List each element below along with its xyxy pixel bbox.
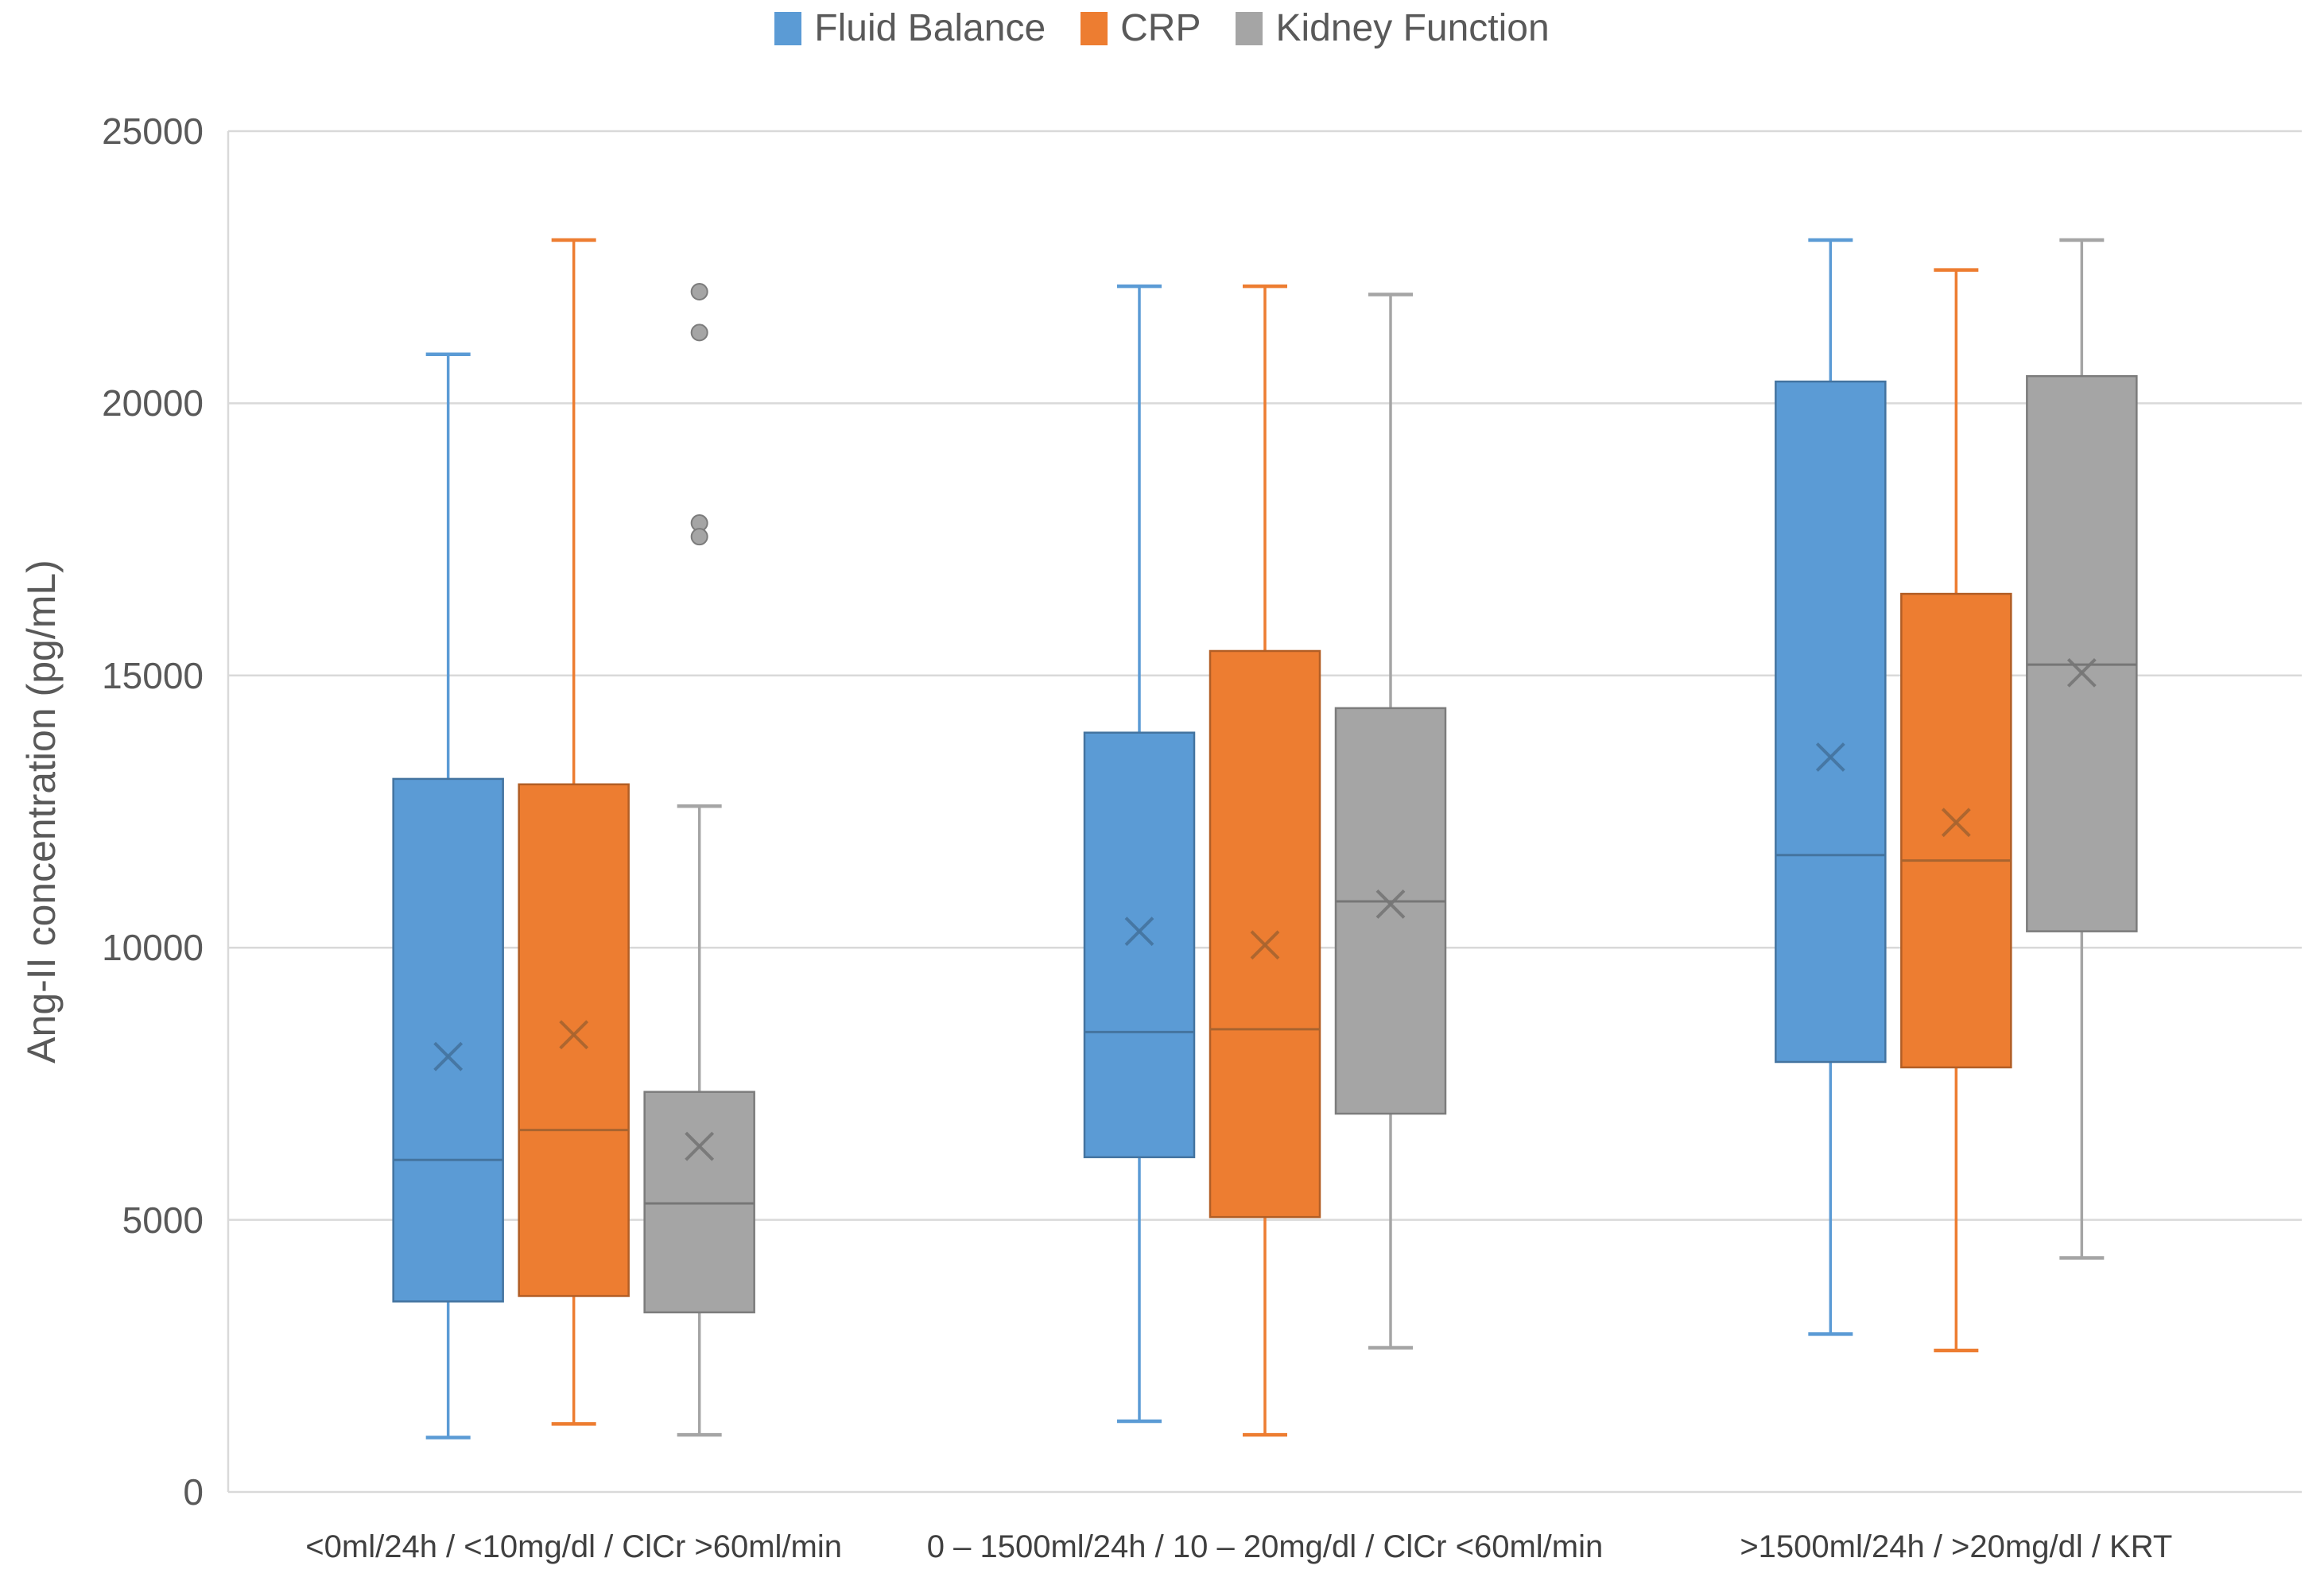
box-kidney-function-group-2 [1334,707,1447,1115]
box-crp-group-1 [518,783,630,1297]
legend-label-crp: CRP [1120,7,1201,49]
mean-x-icon [685,1131,715,1161]
y-tick-label: 5000 [122,1199,204,1241]
box-fluid-balance-group-3 [1775,380,1887,1064]
outlier-point [690,528,708,546]
outlier-point [690,324,708,342]
mean-x-icon [1124,916,1154,947]
kidney-function-swatch-icon [1236,12,1263,45]
fluid-balance-swatch-icon [774,12,802,45]
box-crp-group-2 [1209,649,1321,1219]
x-label-group-3: >1500ml/24h / >20mg/dl / KRT [1740,1529,2173,1564]
box-kidney-function-group-1 [643,1091,755,1314]
legend-item-crp: CRP [1081,6,1201,51]
mean-x-icon [1375,889,1406,919]
y-tick-label: 25000 [102,110,204,152]
y-tick-label: 0 [183,1471,204,1513]
mean-x-icon [559,1020,589,1050]
mean-x-icon [1815,742,1845,772]
box-kidney-function-group-3 [2026,374,2138,932]
mean-x-icon [433,1041,464,1071]
mean-x-icon [2066,657,2097,688]
mean-x-icon [1250,930,1280,960]
legend-item-fluid-balance: Fluid Balance [774,6,1046,51]
box-crp-group-3 [1900,592,2012,1069]
box-fluid-balance-group-2 [1083,731,1196,1159]
y-tick-label: 15000 [102,654,204,696]
y-tick-label: 10000 [102,927,204,969]
box-fluid-balance-group-1 [392,777,504,1303]
crp-swatch-icon [1081,12,1108,45]
x-label-group-2: 0 – 1500ml/24h / 10 – 20mg/dl / ClCr <60… [926,1529,1604,1564]
mean-x-icon [1941,808,1971,838]
legend: Fluid Balance CRP Kidney Function [0,6,2324,51]
legend-item-kidney-function: Kidney Function [1236,6,1550,51]
legend-label-fluid-balance: Fluid Balance [814,7,1046,49]
y-tick-label: 20000 [102,382,204,424]
outlier-point [690,283,708,301]
legend-label-kidney-function: Kidney Function [1275,7,1550,49]
x-label-group-1: <0ml/24h / <10mg/dl / ClCr >60ml/min [305,1529,843,1564]
